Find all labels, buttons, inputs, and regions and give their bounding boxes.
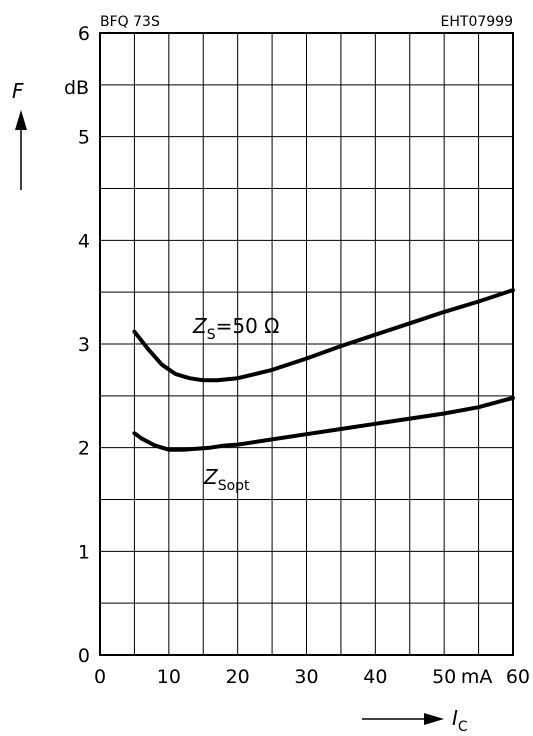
series-label-main: Z [192,314,208,338]
y-axis-label: F [12,79,24,103]
plot-frame [99,32,514,656]
y-tick-label: 6 [78,23,90,45]
y-tick-label: 5 [78,127,90,149]
x-tick-label: 60 [506,666,530,688]
x-tick-label: 50 [432,666,456,688]
series-label-rest: =50 Ω [216,314,280,338]
series-label-main: Z [203,465,219,489]
y-tick-label: 2 [78,438,90,460]
y-axis-unit: dB [64,77,89,99]
x-axis-unit: mA [461,666,493,688]
x-tick-label: 10 [157,666,181,688]
figure-code: EHT07999 [441,14,513,30]
x-axis-label-sub: C [458,719,468,735]
x-tick-label: 20 [226,666,250,688]
series-line-zs-opt [132,395,515,452]
x-axis-label: IC [452,706,468,735]
x-tick-label: 30 [294,666,318,688]
y-tick-label: 4 [78,230,90,252]
series-label-sub: S [207,327,216,343]
x-tick-label: 0 [94,666,106,688]
series-label-sub: Sopt [218,478,250,494]
x-axis-label-main: I [452,706,458,730]
series-label: ZSopt [203,465,250,494]
y-axis-arrow [15,110,27,190]
part-number: BFQ 73S [100,14,160,30]
y-tick-label: 0 [78,645,90,667]
series-label: ZS=50 Ω [192,314,279,343]
y-tick-label: 3 [78,334,90,356]
grid [100,33,513,655]
y-tick-label: 1 [78,541,90,563]
x-axis-arrow [362,713,444,725]
x-tick-label: 40 [363,666,387,688]
series-line-zs-50-ohm [132,288,515,383]
